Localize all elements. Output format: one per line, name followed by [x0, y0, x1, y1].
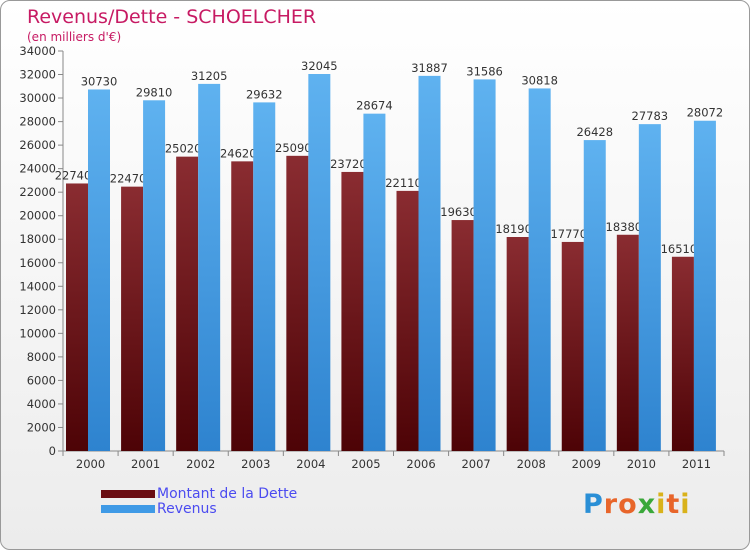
logo-letter: t: [666, 489, 681, 520]
logo-letter: o: [618, 489, 638, 520]
chart-subtitle: (en milliers d'€): [27, 30, 122, 44]
x-tick-label: 2006: [406, 457, 435, 471]
bar-dette: [561, 241, 584, 451]
data-label-dette: 18380: [606, 220, 643, 234]
bar-dette: [286, 155, 309, 451]
y-tick-label: 12000: [19, 303, 56, 317]
y-tick-label: 18000: [19, 232, 56, 246]
y-tick-label: 20000: [19, 209, 56, 223]
y-tick-label: 14000: [19, 279, 56, 293]
legend-label-revenus: Revenus: [157, 501, 217, 517]
data-label-revenus: 28072: [687, 106, 724, 120]
bar-dette: [121, 186, 144, 451]
y-tick-label: 26000: [19, 138, 56, 152]
bar-revenus: [253, 102, 276, 451]
data-label-revenus: 31586: [466, 64, 503, 78]
data-label-revenus: 32045: [301, 59, 338, 73]
bar-dette: [66, 183, 88, 451]
data-label-revenus: 31205: [191, 69, 228, 83]
data-label-dette: 25020: [165, 142, 202, 156]
data-label-revenus: 29810: [136, 85, 173, 99]
proxiti-logo: Proxiti: [583, 489, 691, 520]
bar-revenus: [528, 88, 551, 451]
x-tick-label: 2002: [186, 457, 215, 471]
data-label-dette: 25090: [275, 141, 312, 155]
data-label-revenus: 27783: [632, 109, 669, 123]
y-tick-label: 10000: [19, 326, 56, 340]
x-tick-label: 2010: [627, 457, 656, 471]
data-label-revenus: 30730: [81, 74, 118, 88]
x-tick-label: 2003: [241, 457, 270, 471]
logo-letter: x: [637, 489, 657, 520]
logo-letter: r: [603, 489, 619, 520]
x-tick-label: 2009: [572, 457, 601, 471]
x-tick-label: 2000: [76, 457, 105, 471]
data-label-revenus: 30818: [521, 73, 558, 87]
data-label-dette: 22740: [55, 168, 92, 182]
data-label-dette: 23720: [330, 157, 367, 171]
logo-letter: P: [583, 489, 604, 520]
bar-revenus: [638, 124, 661, 451]
bar-revenus: [418, 75, 441, 451]
x-tick-label: 2007: [461, 457, 490, 471]
y-tick-label: 22000: [19, 185, 56, 199]
y-tick-label: 6000: [27, 373, 56, 387]
chart-title: Revenus/Dette - SCHOELCHER: [27, 6, 317, 28]
bar-revenus: [88, 89, 110, 452]
legend-swatch-revenus: [101, 505, 155, 513]
y-tick-label: 24000: [19, 162, 56, 176]
bar-revenus: [143, 100, 166, 451]
bar-dette: [451, 220, 474, 451]
bar-dette: [396, 190, 419, 451]
data-label-revenus: 29632: [246, 87, 283, 101]
y-tick-label: 32000: [19, 68, 56, 82]
bar-dette: [616, 234, 639, 451]
x-tick-label: 2011: [682, 457, 711, 471]
bar-dette: [231, 161, 254, 451]
y-tick-label: 0: [49, 444, 56, 458]
data-label-dette: 18190: [495, 222, 532, 236]
y-tick-label: 4000: [27, 397, 56, 411]
y-tick-label: 34000: [19, 44, 56, 58]
y-tick-label: 8000: [27, 350, 56, 364]
data-label-revenus: 31887: [411, 61, 448, 75]
legend-swatch-dette: [101, 490, 155, 498]
bar-dette: [506, 237, 529, 451]
y-tick-label: 28000: [19, 115, 56, 129]
x-tick-label: 2005: [351, 457, 380, 471]
bar-revenus: [363, 113, 386, 452]
data-label-dette: 16510: [661, 242, 698, 256]
data-label-revenus: 26428: [576, 125, 613, 139]
data-label-dette: 17770: [550, 227, 587, 241]
y-tick-label: 2000: [27, 420, 56, 434]
bar-dette: [176, 156, 199, 451]
logo-letter: i: [680, 489, 691, 520]
data-label-dette: 22110: [385, 176, 422, 190]
x-tick-label: 2001: [131, 457, 160, 471]
data-label-dette: 22470: [110, 172, 147, 186]
y-tick-label: 30000: [19, 91, 56, 105]
legend-label-dette: Montant de la Dette: [157, 486, 298, 502]
bar-dette: [671, 256, 694, 451]
logo-letter: i: [656, 489, 667, 520]
bar-dette: [341, 171, 364, 452]
bar-revenus: [308, 74, 331, 451]
bar-revenus: [693, 120, 716, 451]
y-tick-label: 16000: [19, 256, 56, 270]
bar-revenus: [583, 140, 606, 452]
data-label-dette: 24620: [220, 146, 257, 160]
data-label-revenus: 28674: [356, 99, 393, 113]
data-label-dette: 19630: [440, 205, 477, 219]
x-tick-label: 2004: [296, 457, 325, 471]
x-tick-label: 2008: [517, 457, 546, 471]
bar-revenus: [473, 79, 496, 452]
bar-revenus: [198, 83, 221, 451]
